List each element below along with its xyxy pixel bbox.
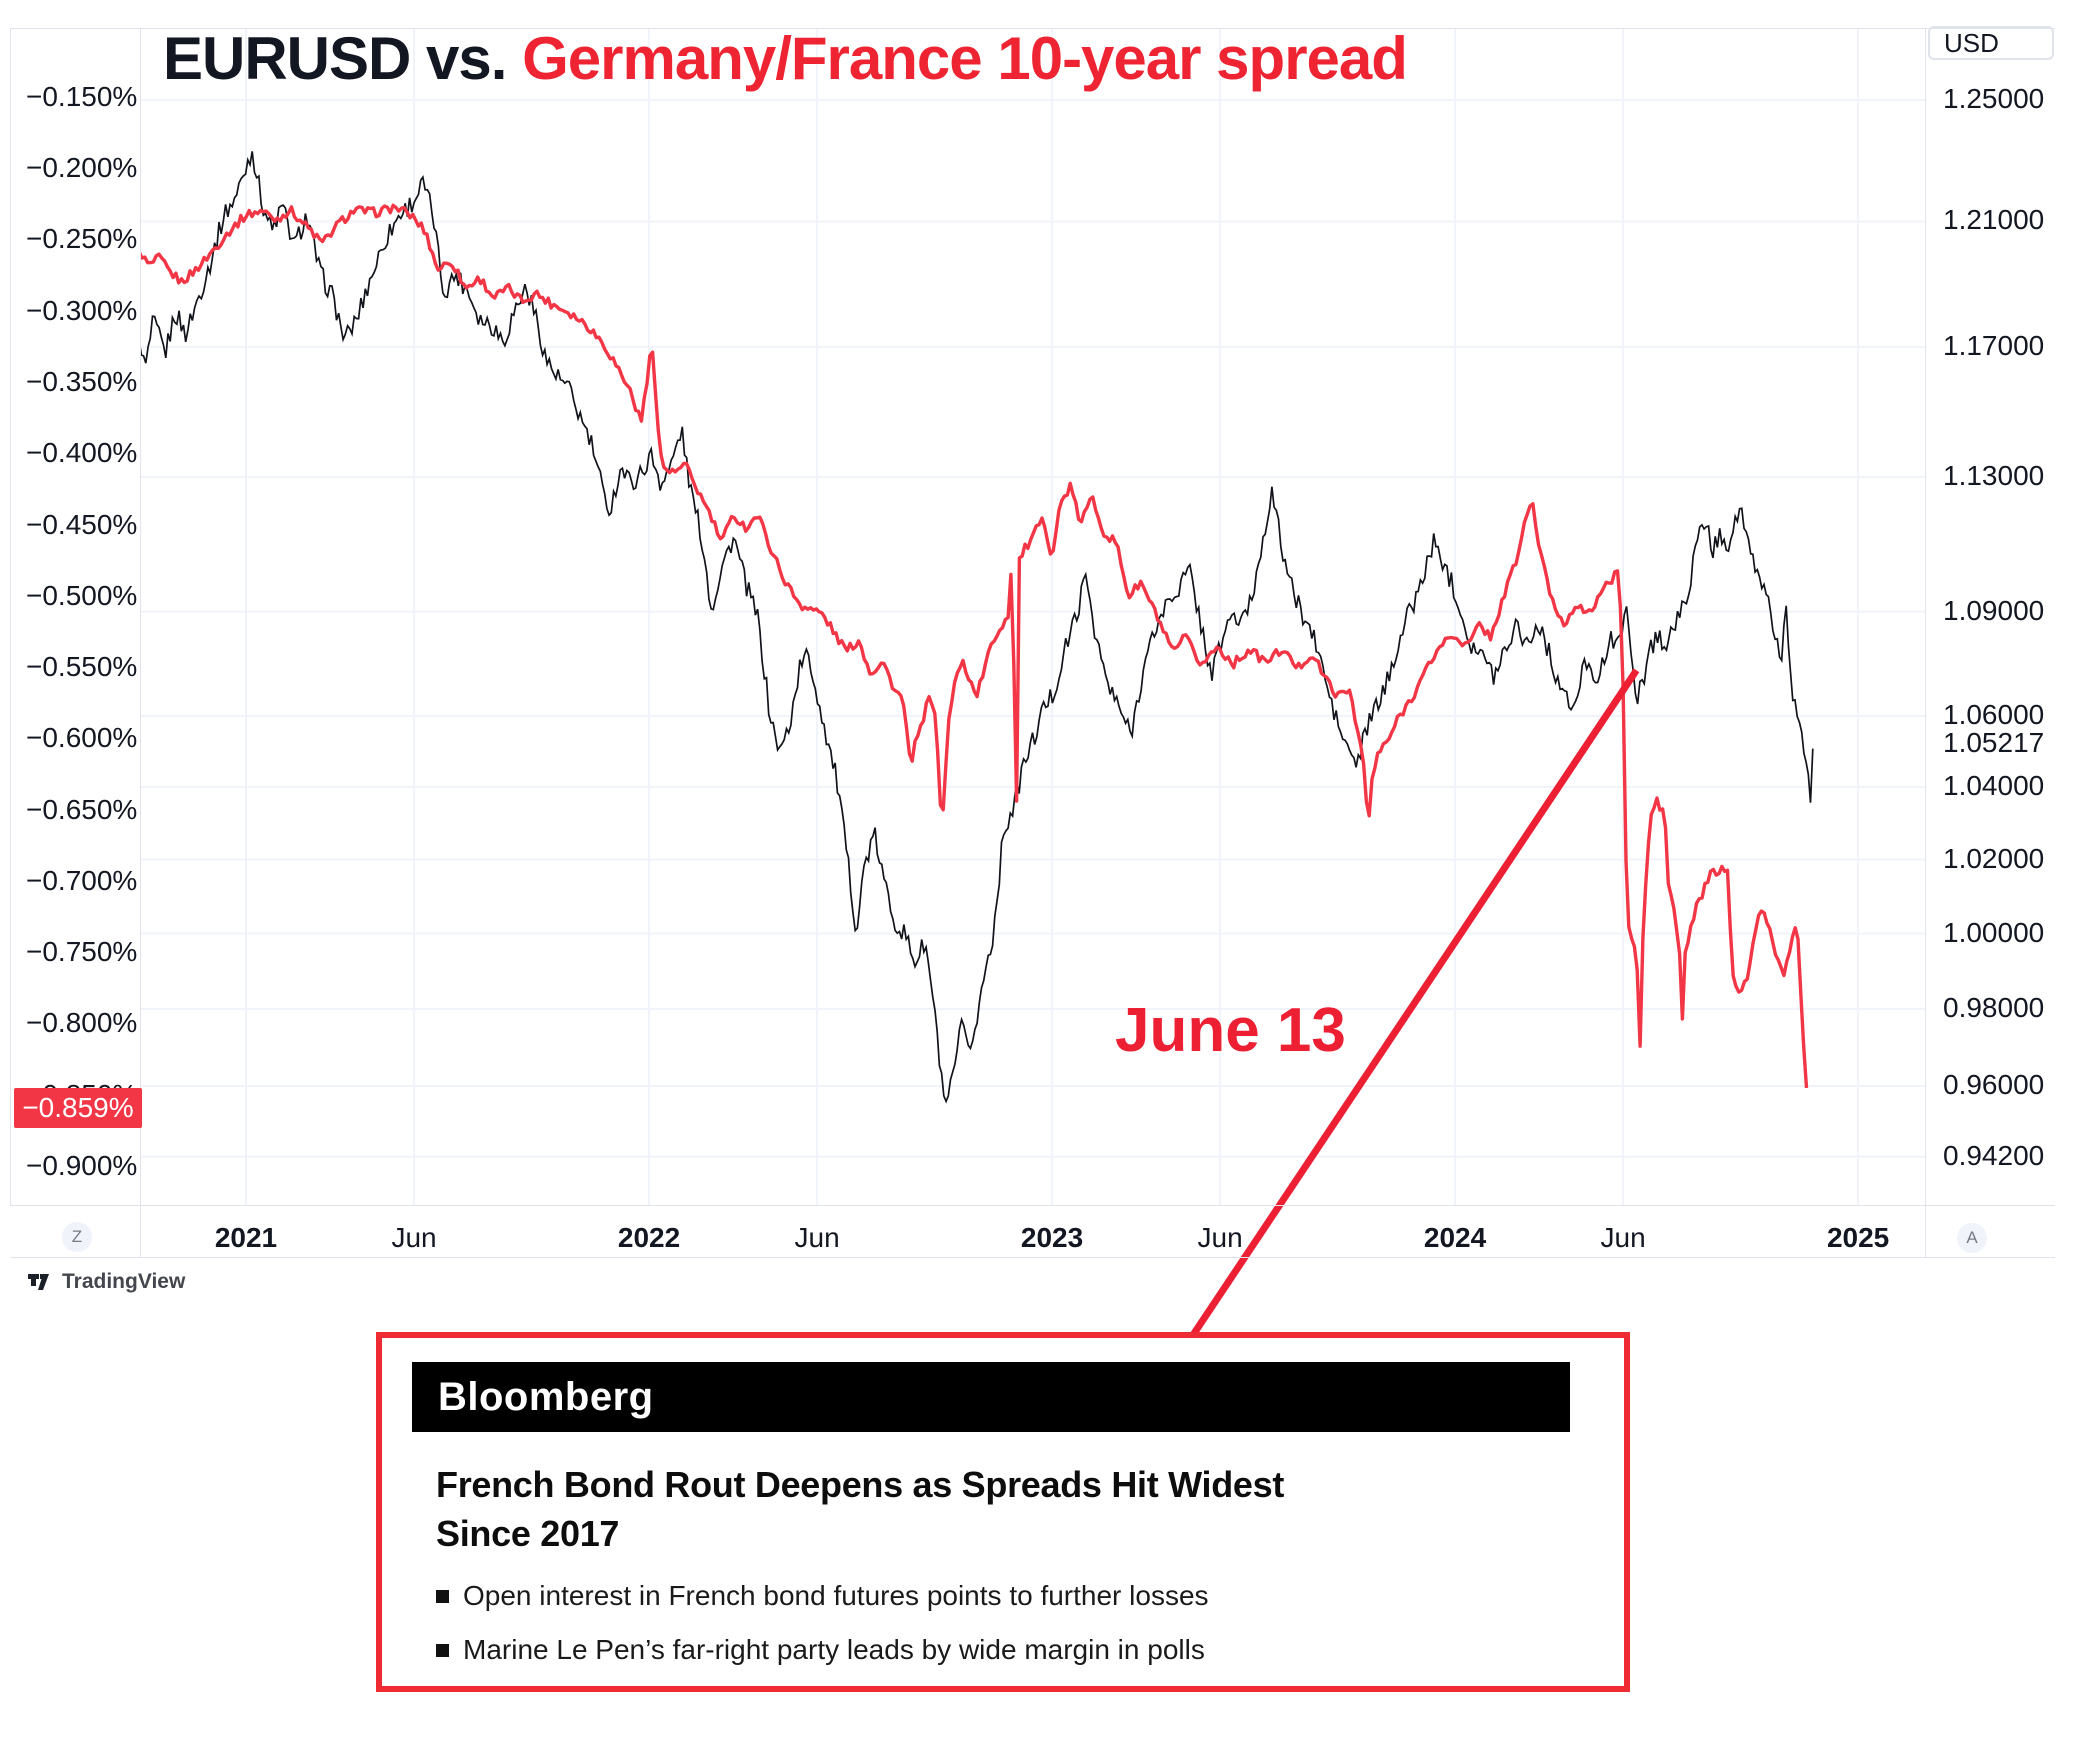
right-axis-tick: 1.25000	[1943, 82, 2045, 114]
tradingview-logo-icon	[28, 1274, 49, 1290]
left-axis-tick: −0.200%	[26, 152, 138, 184]
left-axis-tick: −0.600%	[26, 722, 138, 754]
plot-top-border	[10, 28, 2055, 29]
chart-title: EURUSD vs. Germany/France 10-year spread	[163, 24, 1408, 93]
x-axis-tick: Jun	[391, 1222, 437, 1253]
time-axis-bottom-border	[10, 1257, 2055, 1258]
x-axis-tick: 2024	[1423, 1222, 1487, 1253]
right-axis-tick: 1.02000	[1943, 842, 2045, 874]
x-axis-tick: Jun	[794, 1222, 840, 1253]
news-headline-line1: French Bond Rout Deepens as Spreads Hit …	[436, 1464, 1285, 1505]
right-axis-tick: 1.09000	[1943, 594, 2045, 626]
bullet-square-icon	[436, 1589, 449, 1603]
right-axis-separator	[1925, 28, 1926, 1257]
tradingview-label: TradingView	[62, 1270, 186, 1293]
auto-scale-button[interactable]: A	[1957, 1223, 1987, 1253]
left-axis-tick: −0.500%	[26, 579, 138, 611]
left-axis-separator	[140, 28, 141, 1257]
news-bullet-item: Marine Le Pen’s far-right party leads by…	[436, 1634, 1209, 1666]
left-axis-tick: −0.350%	[26, 365, 138, 397]
x-axis-tick: 2025	[1826, 1222, 1890, 1253]
gridlines	[140, 28, 1925, 1205]
news-headline: French Bond Rout Deepens as Spreads Hit …	[436, 1460, 1556, 1558]
spread-series-line	[140, 203, 1809, 1089]
right-axis-tick: 1.21000	[1943, 204, 2045, 236]
currency-label-box[interactable]: USD	[1928, 26, 2054, 60]
callout-line	[1184, 668, 1640, 1346]
x-axis-tick: 2021	[214, 1222, 278, 1253]
bloomberg-wordmark: Bloomberg	[438, 1374, 654, 1419]
right-axis-current-price: 1.05217	[1943, 726, 2045, 758]
eurusd-series-line	[140, 151, 1814, 1104]
spread-last-value-badge: −0.859%	[14, 1088, 142, 1129]
right-axis-tick: 1.13000	[1943, 459, 2045, 491]
right-axis-tick: 1.17000	[1943, 329, 2045, 361]
x-axis-tick: Jun	[1600, 1222, 1646, 1253]
left-axis-tick: −0.400%	[26, 437, 138, 469]
left-panel-border	[10, 28, 11, 1205]
x-axis-tick: 2023	[1020, 1222, 1084, 1253]
right-axis-tick: 0.98000	[1943, 991, 2045, 1023]
right-axis-tick: 1.04000	[1943, 769, 2045, 801]
x-axis-tick: Jun	[1197, 1222, 1243, 1253]
series-layer	[140, 151, 1814, 1104]
time-axis-separator	[10, 1205, 2055, 1206]
bloomberg-brand-bar: Bloomberg	[412, 1362, 1570, 1432]
left-axis-tick: −0.750%	[26, 936, 138, 968]
chart-title-black: EURUSD vs.	[163, 25, 523, 92]
right-axis-tick: 0.94200	[1943, 1139, 2045, 1171]
left-axis-tick: −0.300%	[26, 294, 138, 326]
left-axis-tick: −0.250%	[26, 223, 138, 255]
left-axis-tick: −0.150%	[26, 80, 138, 112]
x-axis-tick: 2022	[617, 1222, 681, 1253]
left-axis-tick: −0.700%	[26, 864, 138, 896]
right-axis-tick: 1.06000	[1943, 698, 2045, 730]
chart-title-red: Germany/France 10-year spread	[522, 25, 1408, 92]
left-axis-tick: −0.650%	[26, 793, 138, 825]
news-bullet-item: Open interest in French bond futures poi…	[436, 1580, 1209, 1612]
left-scale-mode-button[interactable]: Z	[62, 1222, 92, 1252]
left-axis-tick: −0.800%	[26, 1007, 138, 1039]
june-13-annotation: June 13	[1115, 996, 1346, 1065]
news-bullets: Open interest in French bond futures poi…	[436, 1580, 1209, 1688]
bloomberg-callout-box: Bloomberg French Bond Rout Deepens as Sp…	[376, 1332, 1630, 1692]
news-headline-line2: Since 2017	[436, 1513, 620, 1554]
tradingview-attribution[interactable]: TradingView	[28, 1270, 185, 1294]
bullet-square-icon	[436, 1643, 449, 1657]
left-axis-tick: −0.900%	[26, 1149, 138, 1181]
right-axis-tick: 0.96000	[1943, 1068, 2045, 1100]
right-axis-tick: 1.00000	[1943, 916, 2045, 948]
left-axis-tick: −0.450%	[26, 508, 138, 540]
left-axis-tick: −0.550%	[26, 651, 138, 683]
